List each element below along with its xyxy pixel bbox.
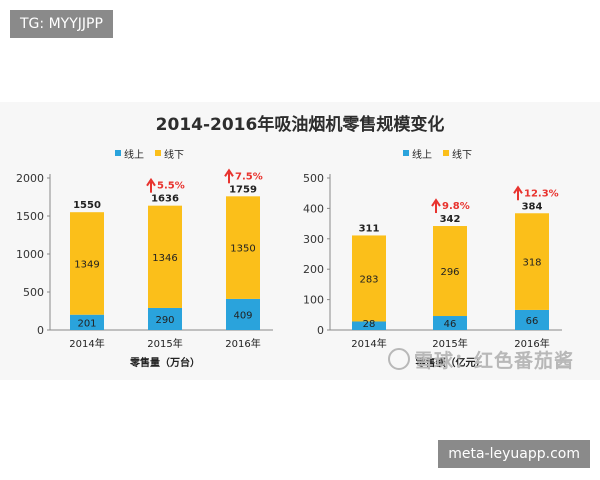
growth-label: 9.8% — [442, 201, 470, 212]
watermark-text: 雪球：红色番茄酱 — [414, 350, 575, 372]
chart-title: 2014-2016年吸油烟机零售规模变化 — [155, 115, 445, 135]
top-left-tag: TG: MYYJJPP — [10, 10, 113, 38]
growth-arrowhead-icon — [224, 168, 234, 177]
bar-online — [515, 309, 549, 330]
data-label-online: 290 — [155, 315, 174, 326]
data-label-total: 342 — [440, 214, 461, 225]
legend-label-online: 线上 — [412, 148, 432, 161]
bar-online — [352, 321, 386, 330]
data-label-total: 311 — [359, 223, 380, 234]
bar-offline — [70, 212, 104, 315]
y-tick-label: 500 — [23, 286, 44, 299]
y-tick-label: 300 — [303, 233, 324, 246]
bottom-right-tag: meta-leyuapp.com — [438, 440, 590, 468]
growth-arrowhead-icon — [431, 198, 441, 207]
y-tick-label: 2000 — [16, 172, 44, 185]
watermark-logo-icon — [388, 348, 410, 370]
bar-offline — [148, 205, 182, 308]
x-axis-title: 零售量（万台） — [129, 356, 200, 369]
y-tick-label: 400 — [303, 202, 324, 215]
data-label-total: 1550 — [73, 200, 101, 211]
y-tick-label: 1000 — [16, 248, 44, 261]
bar-online — [226, 298, 260, 330]
data-label-online: 46 — [444, 319, 457, 330]
y-tick-label: 500 — [303, 172, 324, 185]
bar-online — [148, 307, 182, 330]
growth-label: 5.5% — [157, 181, 185, 192]
y-tick-label: 0 — [37, 324, 44, 337]
data-label-online: 409 — [233, 310, 252, 321]
bar-online — [433, 316, 467, 330]
growth-arrowhead-icon — [513, 185, 523, 194]
bar-offline — [352, 235, 386, 322]
data-label-offline: 1346 — [152, 253, 177, 264]
legend-swatch-online — [115, 150, 121, 156]
data-label-offline: 1349 — [74, 259, 99, 270]
bar-offline — [515, 213, 549, 310]
x-category-label: 2015年 — [432, 337, 467, 350]
data-label-online: 28 — [363, 319, 376, 330]
charts-svg: 线上 线下0500100015002000201134915502014年2901… — [16, 148, 562, 369]
bar-offline — [226, 196, 260, 299]
bar-online — [70, 314, 104, 330]
y-tick-label: 200 — [303, 263, 324, 276]
bar-offline — [433, 226, 467, 317]
x-category-label: 2014年 — [351, 337, 386, 350]
data-label-total: 1759 — [229, 184, 257, 195]
data-label-offline: 296 — [440, 267, 459, 278]
x-category-label: 2016年 — [225, 337, 260, 350]
legend-label-offline: 线下 — [164, 148, 184, 161]
legend-swatch-online — [403, 150, 409, 156]
data-label-online: 66 — [526, 316, 539, 327]
legend-label-online: 线上 — [124, 148, 144, 161]
growth-label: 12.3% — [524, 188, 559, 199]
legend-swatch-offline — [155, 150, 161, 156]
data-label-offline: 318 — [522, 258, 541, 269]
data-label-offline: 1350 — [230, 244, 255, 255]
x-category-label: 2015年 — [147, 337, 182, 350]
y-tick-label: 0 — [317, 324, 324, 337]
y-tick-label: 100 — [303, 294, 324, 307]
legend-swatch-offline — [443, 150, 449, 156]
growth-arrowhead-icon — [146, 177, 156, 187]
y-tick-label: 1500 — [16, 210, 44, 223]
legend-label-offline: 线下 — [452, 148, 472, 161]
data-label-total: 1636 — [151, 194, 179, 205]
data-label-total: 384 — [522, 201, 543, 212]
x-axis-title: 零售额（亿元） — [415, 356, 486, 369]
data-label-offline: 283 — [359, 274, 378, 285]
data-label-online: 201 — [77, 318, 96, 329]
chart-panel: 2014-2016年吸油烟机零售规模变化 线上 线下 0 500 1000 1500 200… — [0, 102, 600, 380]
growth-label: 7.5% — [235, 171, 263, 182]
x-category-label: 2014年 — [69, 337, 104, 350]
watermark: 雪球：红色番茄酱 — [388, 346, 574, 373]
x-category-label: 2016年 — [514, 337, 549, 350]
